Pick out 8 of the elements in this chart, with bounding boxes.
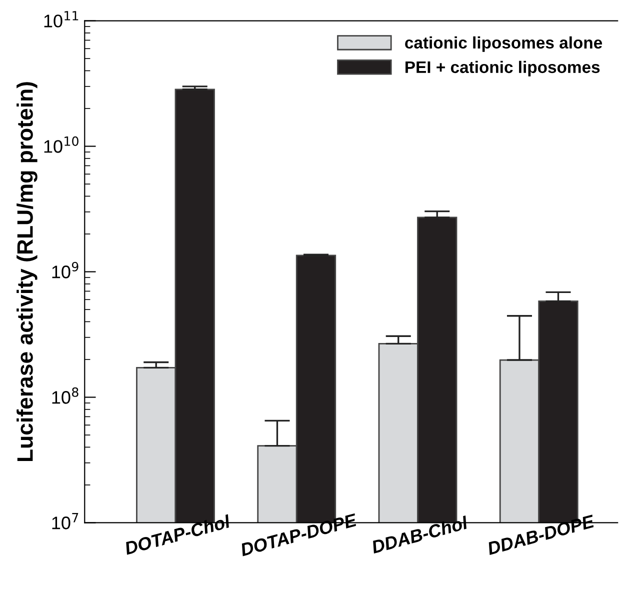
y-axis-title: Luciferase activity (RLU/mg protein) <box>16 82 38 462</box>
legend-label: PEI + cationic liposomes <box>406 60 600 76</box>
y-tick-label: 10$^{9}$ <box>52 262 78 278</box>
legend-label: cationic liposomes alone <box>405 36 602 52</box>
y-tick-label: 10$^{10}$ <box>44 136 78 153</box>
y-tick-label: 10$^{7}$ <box>52 513 78 530</box>
y-tick-label: 10$^{11}$ <box>44 11 78 28</box>
y-tick-label: 10$^{8}$ <box>52 387 78 404</box>
